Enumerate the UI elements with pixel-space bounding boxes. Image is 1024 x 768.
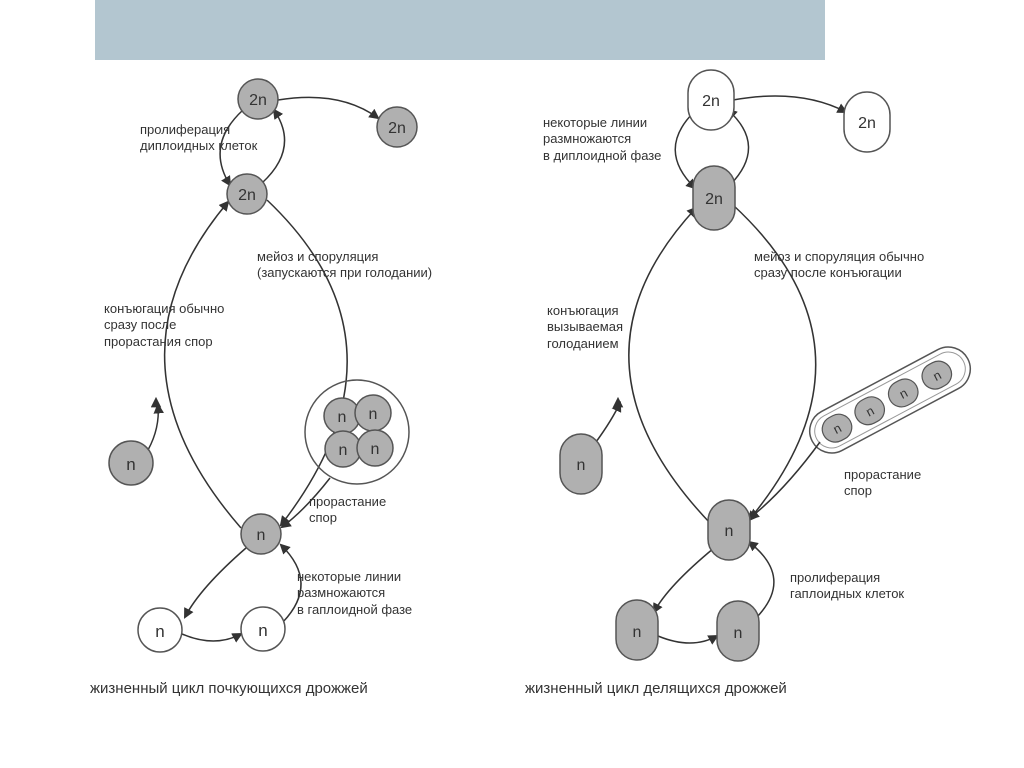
- left-label-meiosis: мейоз и споруляция (запускаются при голо…: [257, 249, 432, 282]
- right-big-left: [629, 208, 710, 523]
- right-label-meiosis: мейоз и споруляция обычно сразу после ко…: [754, 249, 924, 282]
- left-title: жизненный цикл почкующихся дрожжей: [90, 680, 368, 697]
- right-side2n-label: 2n: [858, 115, 876, 132]
- right-wn2-label: n: [734, 625, 743, 642]
- diagram-svg: n n n n 2n 2n 2n n n n n n n n: [0, 0, 1024, 768]
- left-to-side2n: [278, 97, 378, 118]
- left-label-germination: прорастание спор: [309, 494, 386, 527]
- right-label-germination: прорастание спор: [844, 467, 921, 500]
- left-top2n-label: 2n: [249, 92, 267, 109]
- left-loop-right: [262, 110, 285, 183]
- left-label-proliferation: пролиферация диплоидных клеток: [140, 122, 257, 155]
- right-leftn-to-arc: [596, 403, 620, 442]
- spore-outer: [305, 380, 409, 484]
- right-label-conjugation: конъюгация вызываемая голоданием: [547, 303, 623, 352]
- left-bottom-out: [185, 548, 246, 617]
- ascus-group: n n n n: [802, 339, 978, 460]
- right-to-side2n: [733, 96, 846, 112]
- right-top2n-label: 2n: [702, 93, 720, 110]
- left-mid2n-label: 2n: [238, 187, 256, 204]
- leftn-to-arc: [148, 405, 158, 450]
- left-botn-label: n: [257, 527, 266, 544]
- left-wn1-label: n: [155, 622, 164, 641]
- right-title: жизненный цикл делящихся дрожжей: [525, 680, 787, 697]
- spore-3-label: n: [339, 442, 348, 459]
- right-label-proliferation: пролиферация гаплоидных клеток: [790, 570, 904, 603]
- left-label-conjugation: конъюгация обычно сразу после прорастани…: [104, 301, 224, 350]
- right-wn1-label: n: [633, 624, 642, 641]
- left-side2n-label: 2n: [388, 120, 406, 137]
- spore-2-label: n: [369, 406, 378, 423]
- right-mid2n-label: 2n: [705, 191, 723, 208]
- left-wn1-to-wn2: [182, 634, 241, 641]
- right-leftn-label: n: [577, 457, 586, 474]
- left-big-left: [165, 202, 241, 528]
- left-label-haploid: некоторые линии размножаются в гаплоидно…: [297, 569, 412, 618]
- spore-1-label: n: [338, 409, 347, 426]
- spore-4-label: n: [371, 441, 380, 458]
- right-label-diploid: некоторые линии размножаются в диплоидно…: [543, 115, 661, 164]
- right-wn1-to-wn2: [658, 636, 717, 643]
- right-loop-left: [675, 112, 695, 188]
- right-botn-label: n: [725, 523, 734, 540]
- left-gray-n-label: n: [126, 455, 135, 474]
- left-wn2-label: n: [258, 621, 267, 640]
- right-bottom-out: [654, 548, 714, 612]
